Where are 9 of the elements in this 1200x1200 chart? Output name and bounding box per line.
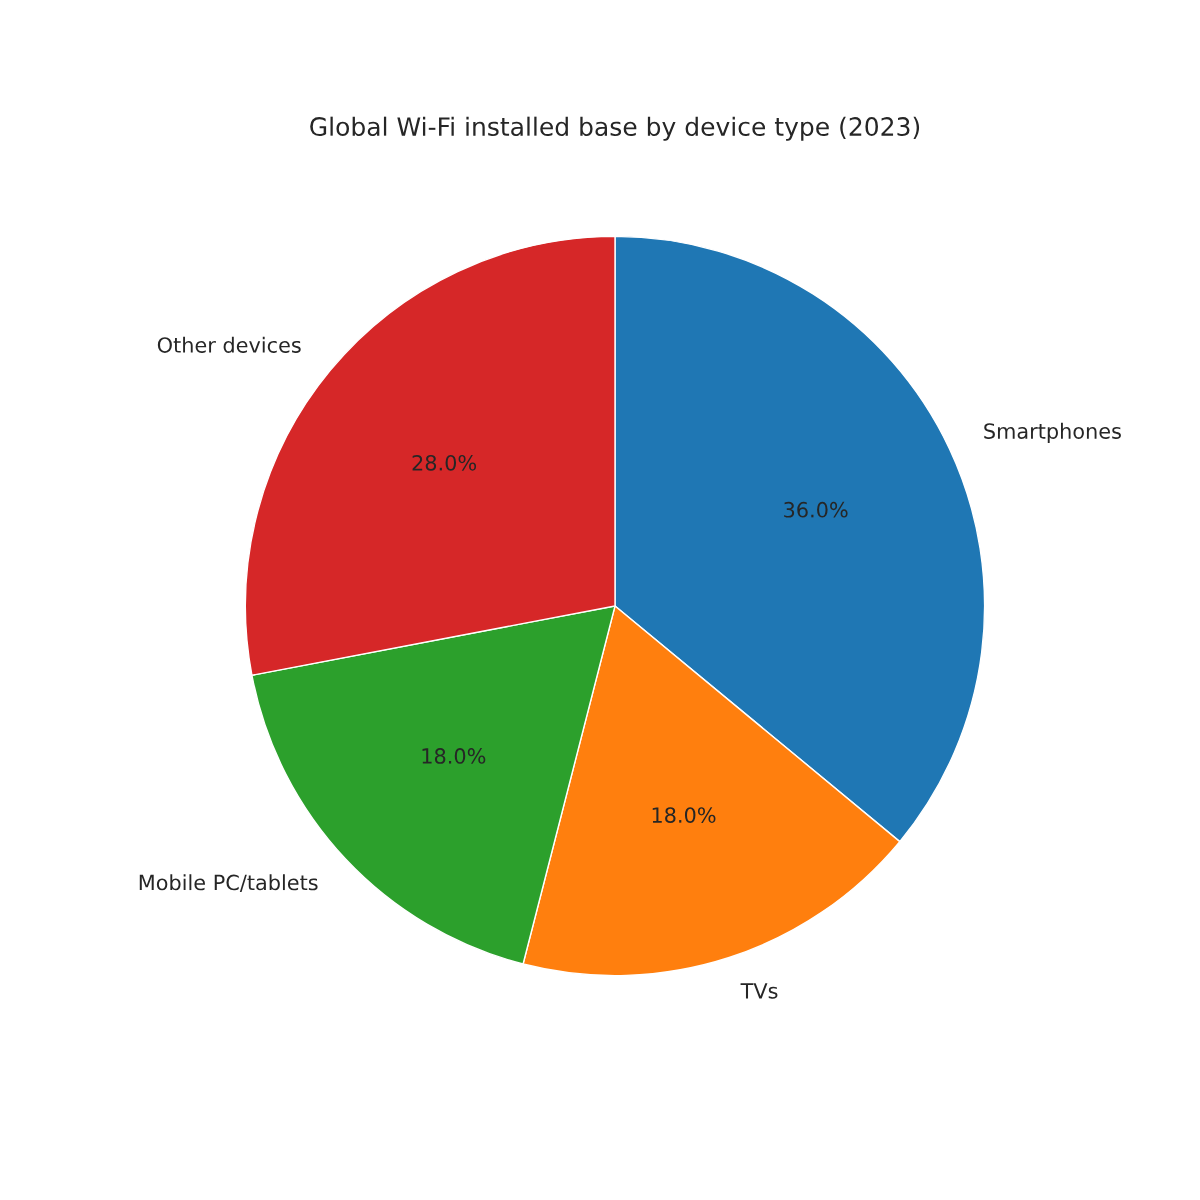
data-label: 18.0% [422,748,486,764]
data-label: 28.0% [412,454,477,471]
slice-label: Mobile PC/tablets [139,874,318,892]
slice-label: TVs [740,983,778,999]
slice-label: Smartphones [984,422,1121,443]
slice-label: Other devices [157,336,301,353]
data-label: 36.0% [784,501,848,518]
chart-title: Global Wi-Fi installed base by device type (2023) [310,116,920,141]
data-label: 18.0% [652,807,716,823]
